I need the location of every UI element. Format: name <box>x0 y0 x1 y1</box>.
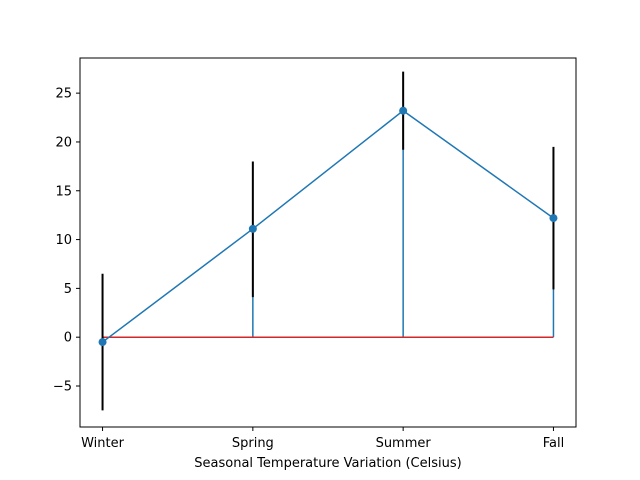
y-tick-label: 15 <box>55 184 72 199</box>
ticks: −5 0 5 10 15 20 25 Winter Spring Summer Fall <box>53 87 564 451</box>
plot-area <box>98 71 558 411</box>
x-tick-label: Winter <box>81 436 125 451</box>
x-tick-label: Fall <box>543 436 564 451</box>
y-tick-label: 5 <box>64 282 72 297</box>
axes-frame <box>79 57 577 428</box>
series-line <box>102 109 554 343</box>
x-axis-label: Seasonal Temperature Variation (Celsius) <box>194 456 461 471</box>
x-tick-label: Summer <box>376 436 432 451</box>
y-tick-label: 20 <box>55 135 72 150</box>
x-tick-label: Spring <box>232 436 274 451</box>
data-point <box>399 106 408 115</box>
data-point <box>98 338 107 347</box>
data-point <box>549 214 558 223</box>
y-tick-label: 10 <box>55 233 72 248</box>
y-tick-label: 25 <box>55 87 72 102</box>
y-tick-label: 0 <box>64 331 72 346</box>
data-point <box>248 224 257 233</box>
y-tick-label: −5 <box>53 380 72 395</box>
